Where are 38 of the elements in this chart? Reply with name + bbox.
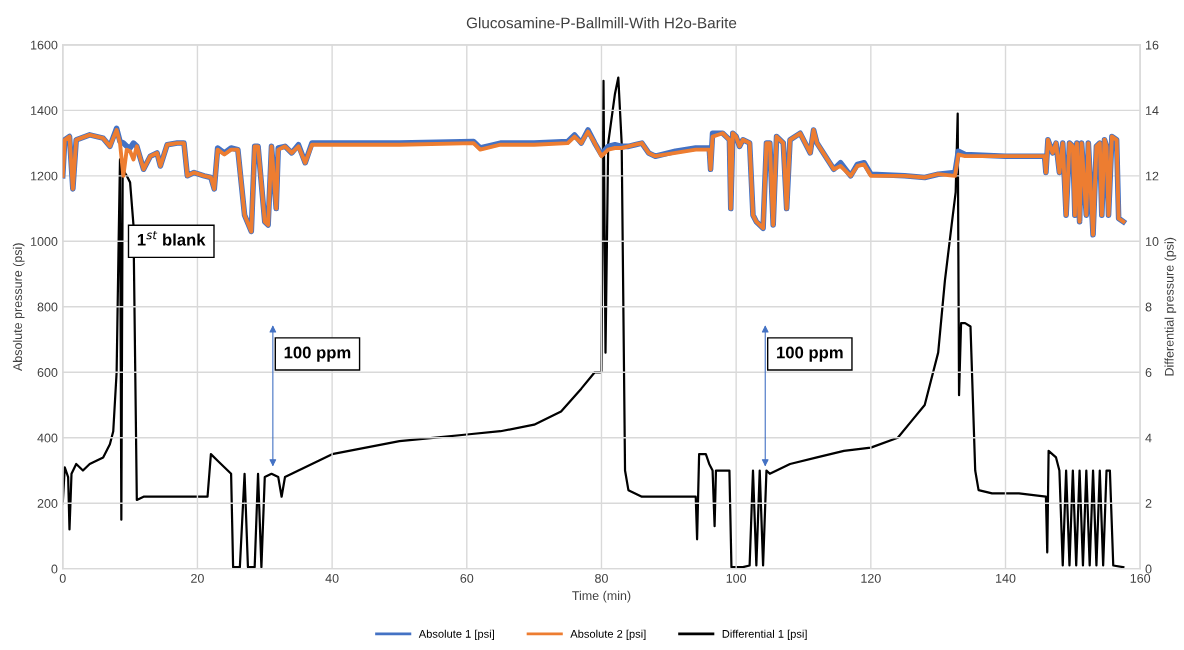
y2-tick-label: 12 [1146, 171, 1159, 181]
x-tick-label: 0 [59, 573, 66, 583]
y2-tick-label: 16 [1146, 40, 1159, 50]
y-tick-label: 600 [37, 368, 58, 377]
y2-tick-label: 0 [1145, 564, 1152, 574]
y-tick-label: 0 [51, 564, 58, 574]
line-series [62, 76, 1125, 569]
x-tick-label: 140 [996, 573, 1016, 583]
annotation: 100 ppm [284, 346, 351, 362]
legend-label: Absolute 1 [psi] [418, 629, 494, 640]
y-axis-title: Absolute pressure (psi) [12, 243, 25, 372]
y-tick-label: 200 [37, 499, 58, 508]
x-tick-label: 40 [325, 573, 339, 583]
x-tick-label: 80 [595, 573, 608, 583]
x-axis-title: Time (min) [572, 590, 631, 603]
y2-tick-label: 8 [1145, 302, 1152, 312]
legend-label: Absolute 2 [psi] [570, 629, 646, 640]
y-tick-label: 1000 [31, 237, 58, 246]
y-tick-label: 400 [37, 433, 58, 443]
y2-tick-label: 6 [1145, 368, 1152, 377]
x-tick-label: 120 [861, 573, 881, 583]
y-tick-label: 800 [37, 302, 58, 312]
annotation: 100 ppm [777, 346, 843, 362]
y2-tick-label: 10 [1146, 237, 1159, 246]
y-tick-label: 1200 [31, 171, 58, 181]
y-tick-label: 1600 [31, 40, 58, 50]
y2-tick-label: 14 [1146, 106, 1159, 115]
x-tick-label: 100 [726, 573, 747, 583]
annotation: 1$^{st}$ blank [137, 230, 206, 246]
y2-tick-label: 2 [1145, 499, 1152, 508]
chart-title: Glucosamine-P-Ballmill-With H2o-Barite [466, 17, 737, 29]
y-tick-label: 1400 [31, 106, 58, 115]
y2-tick-label: 4 [1145, 433, 1152, 443]
x-tick-label: 20 [191, 573, 204, 583]
x-tick-label: 160 [1130, 573, 1151, 583]
y2-axis-title: Differential pressure (psi) [1164, 237, 1177, 376]
x-tick-label: 60 [460, 573, 474, 583]
legend-label: Differential 1 [psi] [722, 629, 807, 640]
